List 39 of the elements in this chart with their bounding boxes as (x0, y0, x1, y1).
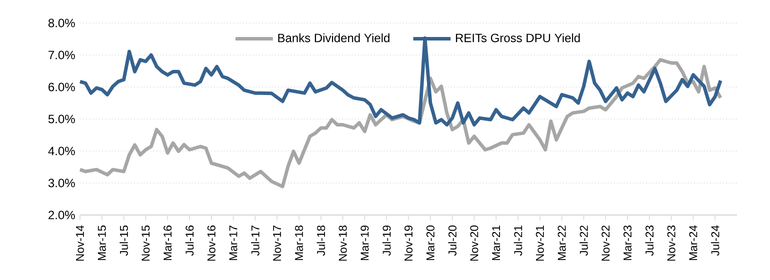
x-tick-label: Mar-22 (558, 226, 566, 260)
x-tick-label: Jul-17 (251, 226, 260, 256)
x-tick-label: Jul-21 (514, 226, 522, 256)
x-tick-label: Mar-23 (624, 226, 632, 260)
x-tick-label: Jul-22 (580, 226, 588, 256)
x-tick-label: Nov-21 (536, 226, 544, 261)
x-tick-label: Mar-17 (229, 226, 238, 260)
x-tick-label: Nov-20 (470, 226, 478, 261)
x-tick-label: Nov-18 (338, 226, 347, 261)
x-tick-label: Nov-22 (602, 226, 610, 261)
y-tick-label: 5.0% (48, 114, 75, 124)
x-tick-label: Mar-16 (164, 226, 172, 260)
x-tick-label: Mar-20 (426, 226, 434, 260)
x-tick-label: Jul-15 (120, 226, 128, 256)
x-tick-label: Mar-15 (98, 226, 106, 260)
legend-label: REITs Gross DPU Yield (456, 33, 580, 42)
x-tick-label: Nov-23 (667, 226, 676, 261)
x-tick-label: Nov-14 (76, 225, 84, 261)
x-tick-label: Mar-18 (295, 226, 304, 260)
y-tick-label: 3.0% (48, 178, 75, 188)
legend-label: Banks Dividend Yield (278, 33, 390, 42)
x-tick-label: Jul-20 (448, 226, 456, 256)
y-tick-label: 6.0% (48, 82, 75, 92)
y-tick-label: 2.0% (48, 210, 75, 220)
x-tick-label: Nov-19 (404, 226, 413, 261)
x-tick-label: Jul-18 (316, 226, 326, 256)
x-tick-label: Nov-16 (207, 226, 216, 261)
y-tick-label: 8.0% (48, 18, 75, 28)
x-tick-label: Mar-24 (689, 225, 698, 260)
x-tick-label: Nov-15 (142, 226, 150, 261)
x-tick-label: Mar-19 (360, 226, 369, 260)
x-tick-label: Jul-19 (382, 226, 391, 256)
x-tick-label: Mar-21 (492, 226, 500, 260)
y-tick-label: 4.0% (48, 146, 75, 156)
x-tick-label: Jul-16 (185, 226, 194, 256)
x-tick-label: Jul-23 (645, 226, 654, 256)
y-tick-label: 7.0% (48, 50, 75, 60)
x-tick-label: Jul-24 (710, 225, 720, 256)
x-tick-label: Nov-17 (273, 226, 282, 261)
